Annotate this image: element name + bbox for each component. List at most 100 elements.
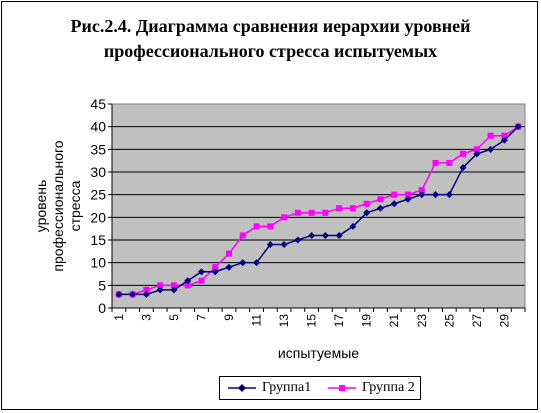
data-point-series-2: [184, 282, 191, 289]
data-point-series-1: [280, 241, 288, 249]
chart-title-line-2: профессионального стресса испытуемых: [103, 41, 438, 61]
data-point-series-2: [226, 250, 233, 257]
y-axis-title: уровеньпрофессиональногостресса: [33, 140, 83, 271]
plot-area: [112, 104, 525, 308]
legend-marker-series-2: [328, 385, 356, 391]
x-tick-label: 1: [112, 314, 126, 321]
data-point-series-1: [253, 259, 261, 267]
data-point-series-1: [335, 231, 343, 239]
data-point-series-2: [198, 277, 205, 284]
data-point-series-2: [377, 196, 384, 203]
chart-title-line-1: Рис.2.4. Диаграмма сравнения иерархии ур…: [70, 16, 471, 36]
data-point-series-2: [391, 191, 398, 198]
y-tick-label: 20: [90, 209, 106, 225]
data-point-series-2: [157, 282, 164, 289]
y-tick-label: 45: [90, 96, 106, 112]
y-tick-label: 25: [90, 187, 106, 203]
x-tick-label: 15: [305, 314, 319, 328]
y-tick-label: 10: [90, 255, 106, 271]
data-point-series-2: [308, 209, 315, 216]
data-point-series-2: [170, 282, 177, 289]
data-point-series-1: [473, 150, 481, 158]
y-tick-label: 30: [90, 164, 106, 180]
y-tick-label: 0: [98, 300, 106, 316]
legend: Группа1 Группа 2: [219, 376, 421, 400]
data-point-series-1: [156, 286, 164, 294]
data-point-series-1: [321, 231, 329, 239]
x-tick-label: 19: [360, 314, 374, 328]
data-point-series-2: [212, 264, 219, 271]
y-tick-label: 15: [90, 232, 106, 248]
x-tick-label: 9: [222, 314, 236, 321]
data-point-series-1: [225, 263, 233, 271]
data-point-series-2: [322, 209, 329, 216]
x-tick-label: 29: [497, 314, 511, 328]
data-point-series-2: [294, 209, 301, 216]
legend-label-series-1: Группа1: [262, 380, 312, 395]
data-point-series-2: [143, 286, 150, 293]
data-point-series-1: [432, 191, 440, 199]
data-point-series-1: [197, 268, 205, 276]
data-point-series-2: [336, 205, 343, 212]
data-point-series-2: [418, 187, 425, 194]
chart-title: Рис.2.4. Диаграмма сравнения иерархии ур…: [0, 14, 541, 64]
data-point-series-1: [349, 222, 357, 230]
data-point-series-1: [376, 204, 384, 212]
data-point-series-1: [418, 191, 426, 199]
y-tick-label: 35: [90, 141, 106, 157]
data-point-series-2: [239, 232, 246, 239]
x-tick-label: 23: [415, 314, 429, 328]
data-point-series-1: [487, 145, 495, 153]
y-tick-label: 40: [90, 119, 106, 135]
data-point-series-1: [308, 231, 316, 239]
data-point-series-2: [501, 132, 508, 139]
data-point-series-1: [211, 268, 219, 276]
data-point-series-2: [281, 214, 288, 221]
x-tick-label: 5: [167, 314, 181, 321]
data-point-series-2: [473, 146, 480, 153]
data-point-series-2: [267, 223, 274, 230]
legend-item-series-1: Группа1: [226, 377, 324, 399]
y-tick-label: 5: [98, 277, 106, 293]
data-point-series-1: [266, 241, 274, 249]
data-point-series-1: [500, 136, 508, 144]
x-axis-title: испытуемые: [278, 345, 359, 361]
x-tick-label: 21: [387, 314, 401, 328]
x-tick-label: 25: [442, 314, 456, 328]
data-point-series-2: [363, 200, 370, 207]
data-point-series-1: [142, 290, 150, 298]
legend-item-series-2: Группа 2: [326, 377, 420, 399]
data-point-series-1: [390, 200, 398, 208]
data-point-series-2: [404, 191, 411, 198]
data-point-series-2: [460, 150, 467, 157]
legend-marker-series-1: [228, 384, 256, 392]
data-point-series-2: [432, 159, 439, 166]
y-axis-title-line: стресса: [67, 180, 83, 231]
x-tick-label: 17: [332, 314, 346, 328]
x-tick-label: 11: [250, 314, 264, 327]
y-axis-title-line: уровень: [33, 180, 49, 233]
data-point-series-2: [446, 159, 453, 166]
data-point-series-1: [170, 286, 178, 294]
x-tick-label: 7: [194, 314, 208, 321]
data-point-series-1: [184, 277, 192, 285]
x-tick-label: 3: [139, 314, 153, 321]
data-point-series-1: [294, 236, 302, 244]
data-point-series-1: [514, 123, 522, 131]
data-point-series-1: [404, 195, 412, 203]
data-point-series-1: [445, 191, 453, 199]
data-point-series-1: [115, 290, 123, 298]
data-point-series-2: [253, 223, 260, 230]
data-point-series-1: [239, 259, 247, 267]
data-point-series-2: [349, 205, 356, 212]
legend-label-series-2: Группа 2: [362, 380, 415, 395]
data-point-series-1: [459, 163, 467, 171]
data-point-series-2: [487, 132, 494, 139]
x-tick-label: 13: [277, 314, 291, 328]
data-point-series-1: [129, 290, 137, 298]
data-point-series-1: [363, 209, 371, 217]
x-tick-label: 27: [470, 314, 484, 328]
y-axis-title-line: профессионального: [50, 140, 66, 271]
series-line-1: [118, 126, 519, 296]
